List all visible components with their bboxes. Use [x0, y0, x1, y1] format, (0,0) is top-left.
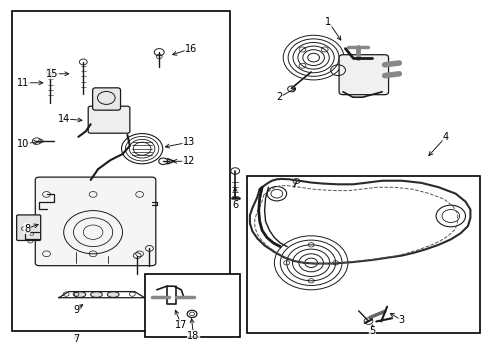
Text: 3: 3: [399, 315, 405, 325]
Text: 17: 17: [175, 320, 188, 330]
FancyBboxPatch shape: [93, 88, 121, 110]
Text: 4: 4: [443, 132, 449, 142]
Ellipse shape: [107, 292, 119, 297]
Text: 7: 7: [73, 334, 79, 344]
FancyBboxPatch shape: [88, 106, 130, 133]
FancyBboxPatch shape: [35, 177, 156, 266]
Bar: [12, 11, 230, 331]
Text: 6: 6: [232, 200, 238, 210]
Text: 18: 18: [188, 330, 200, 341]
Text: 13: 13: [182, 137, 195, 147]
FancyBboxPatch shape: [339, 55, 389, 95]
Text: 9: 9: [73, 305, 79, 315]
Text: 15: 15: [46, 69, 59, 79]
Bar: [247, 176, 480, 333]
Text: 10: 10: [18, 139, 29, 149]
Text: 16: 16: [185, 44, 197, 54]
FancyBboxPatch shape: [17, 215, 41, 240]
Text: 8: 8: [24, 224, 30, 234]
Text: 1: 1: [325, 17, 331, 27]
Ellipse shape: [74, 292, 86, 297]
Text: 11: 11: [18, 78, 29, 88]
Bar: [145, 274, 240, 337]
Text: 14: 14: [58, 114, 70, 124]
Text: 5: 5: [369, 326, 375, 336]
Text: 12: 12: [182, 156, 195, 166]
Ellipse shape: [91, 292, 102, 297]
Text: 2: 2: [276, 92, 282, 102]
